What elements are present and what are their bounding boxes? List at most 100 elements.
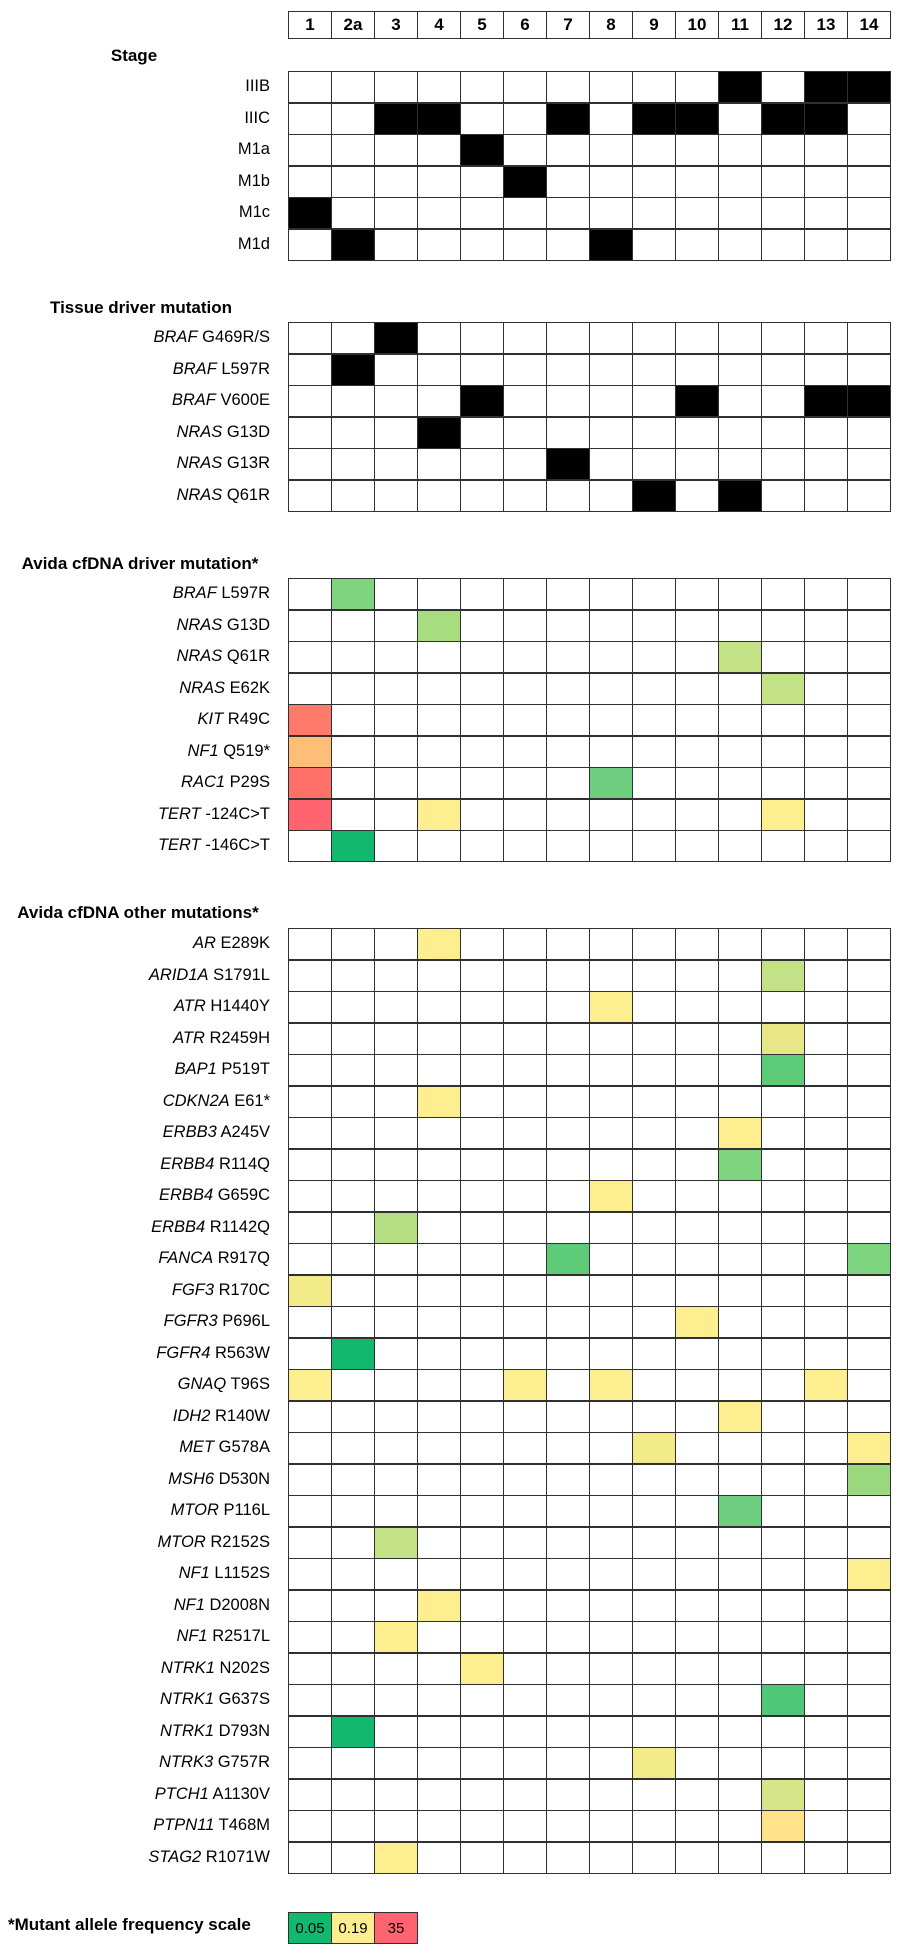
- heatmap-cell: [761, 1495, 805, 1527]
- heatmap-cell: [460, 1810, 504, 1842]
- heatmap-cell: [632, 1841, 676, 1874]
- heatmap-cell-filled: [675, 1306, 719, 1338]
- heatmap-cell: [632, 165, 676, 198]
- heatmap-cell: [804, 1022, 848, 1055]
- row-label: NF1 Q519*: [187, 741, 270, 760]
- heatmap-cell: [804, 704, 848, 736]
- gene-name: NRAS: [179, 678, 226, 697]
- heatmap-cell-filled: [718, 1148, 762, 1181]
- heatmap-cell: [503, 1652, 547, 1685]
- heatmap-cell: [460, 1274, 504, 1307]
- heatmap-cell: [761, 197, 805, 229]
- heatmap-cell: [718, 1054, 762, 1086]
- heatmap-cell: [331, 1778, 375, 1811]
- heatmap-cell: [847, 197, 891, 229]
- heatmap-cell: [546, 1526, 590, 1559]
- row-label: ERBB4 R114Q: [160, 1154, 270, 1173]
- heatmap-cell: [503, 1432, 547, 1464]
- heatmap-cell-filled: [288, 798, 332, 831]
- gene-name: NRAS: [176, 485, 223, 504]
- heatmap-cell-filled: [675, 102, 719, 135]
- gene-name: ERBB4: [160, 1154, 215, 1173]
- heatmap-cell: [374, 1117, 418, 1149]
- heatmap-cell: [589, 830, 633, 862]
- heatmap-cell: [847, 1810, 891, 1842]
- row-label: IIIB: [245, 77, 270, 95]
- heatmap-cell-filled: [331, 353, 375, 386]
- heatmap-cell: [675, 1652, 719, 1685]
- heatmap-cell: [632, 134, 676, 166]
- heatmap-cell: [417, 448, 461, 480]
- heatmap-cell-filled: [374, 1211, 418, 1244]
- heatmap-cell: [546, 1274, 590, 1307]
- heatmap-cell: [503, 1400, 547, 1433]
- row-label: M1c: [238, 203, 270, 221]
- row-label: ERBB4 R1142Q: [151, 1217, 270, 1236]
- heatmap-cell: [546, 798, 590, 831]
- row-label: NF1 D2008N: [173, 1595, 270, 1614]
- heatmap-cell: [374, 1684, 418, 1716]
- heatmap-cell: [589, 134, 633, 166]
- heatmap-cell-filled: [718, 1400, 762, 1433]
- heatmap-cell: [331, 448, 375, 480]
- gene-name: MTOR: [170, 1501, 219, 1519]
- scale-stop: 0.19: [331, 1912, 375, 1944]
- heatmap-cell: [804, 991, 848, 1023]
- heatmap-cell: [847, 959, 891, 992]
- column-header-9: 9: [632, 11, 676, 39]
- heatmap-cell: [632, 322, 676, 354]
- heatmap-cell: [632, 1558, 676, 1590]
- heatmap-cell: [589, 385, 633, 417]
- heatmap-cell: [718, 165, 762, 198]
- gene-name: ARID1A: [148, 965, 209, 984]
- heatmap-cell: [589, 1810, 633, 1842]
- heatmap-cell: [675, 1148, 719, 1181]
- column-header-14: 14: [847, 11, 891, 39]
- heatmap-cell: [503, 1526, 547, 1559]
- heatmap-cell: [460, 1085, 504, 1118]
- heatmap-cell: [632, 71, 676, 103]
- heatmap-cell: [331, 416, 375, 449]
- heatmap-cell: [675, 1526, 719, 1559]
- heatmap-cell: [761, 609, 805, 642]
- heatmap-cell: [460, 609, 504, 642]
- heatmap-cell: [374, 1715, 418, 1748]
- heatmap-cell: [632, 1778, 676, 1811]
- heatmap-cell-filled: [417, 798, 461, 831]
- heatmap-cell: [503, 1148, 547, 1181]
- heatmap-cell: [589, 1432, 633, 1464]
- heatmap-cell: [331, 1148, 375, 1181]
- heatmap-cell: [632, 735, 676, 768]
- heatmap-cell: [331, 1054, 375, 1086]
- heatmap-cell: [503, 1495, 547, 1527]
- heatmap-cell: [589, 1715, 633, 1748]
- row-label: NRAS G13D: [176, 615, 270, 634]
- heatmap-cell: [589, 609, 633, 642]
- heatmap-cell: [417, 1054, 461, 1086]
- heatmap-cell: [632, 1463, 676, 1496]
- heatmap-cell: [546, 165, 590, 198]
- heatmap-cell: [761, 1085, 805, 1118]
- gene-name: BRAF: [172, 584, 217, 602]
- heatmap-cell: [804, 1747, 848, 1779]
- heatmap-cell: [417, 1652, 461, 1685]
- heatmap-cell: [503, 1684, 547, 1716]
- heatmap-cell: [460, 197, 504, 229]
- heatmap-cell: [288, 1684, 332, 1716]
- heatmap-cell: [718, 767, 762, 799]
- heatmap-cell: [675, 165, 719, 198]
- heatmap-cell-filled: [761, 1684, 805, 1716]
- heatmap-cell: [546, 1337, 590, 1370]
- heatmap-cell: [460, 1117, 504, 1149]
- heatmap-cell: [589, 1306, 633, 1338]
- heatmap-cell-filled: [847, 1463, 891, 1496]
- heatmap-cell: [632, 959, 676, 992]
- heatmap-cell: [718, 1306, 762, 1338]
- heatmap-cell: [589, 1621, 633, 1653]
- heatmap-cell: [374, 1463, 418, 1496]
- heatmap-cell: [503, 1841, 547, 1874]
- heatmap-cell-filled: [374, 322, 418, 354]
- heatmap-cell: [675, 1558, 719, 1590]
- heatmap-cell: [675, 322, 719, 354]
- heatmap-cell: [589, 641, 633, 673]
